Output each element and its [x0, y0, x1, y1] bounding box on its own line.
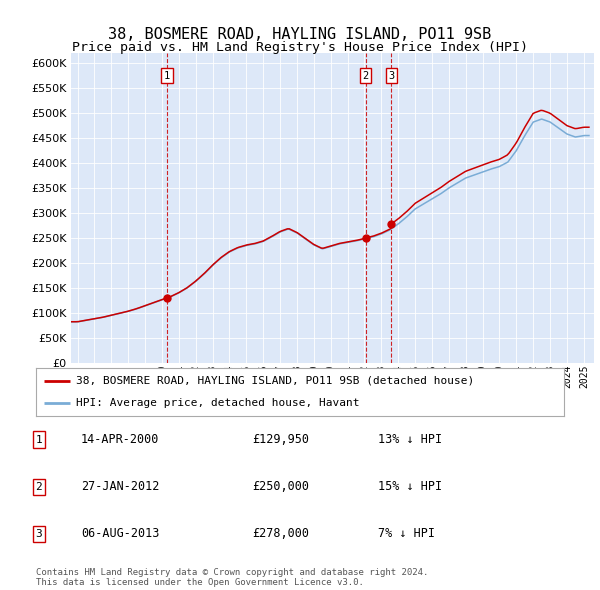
Text: 06-AUG-2013: 06-AUG-2013 [81, 527, 160, 540]
Text: 7% ↓ HPI: 7% ↓ HPI [378, 527, 435, 540]
Text: 14-APR-2000: 14-APR-2000 [81, 433, 160, 446]
Text: HPI: Average price, detached house, Havant: HPI: Average price, detached house, Hava… [76, 398, 359, 408]
Text: £129,950: £129,950 [252, 433, 309, 446]
Text: £278,000: £278,000 [252, 527, 309, 540]
Text: 38, BOSMERE ROAD, HAYLING ISLAND, PO11 9SB: 38, BOSMERE ROAD, HAYLING ISLAND, PO11 9… [109, 27, 491, 41]
Text: 2: 2 [35, 482, 43, 491]
Text: 2: 2 [362, 71, 369, 81]
Text: 13% ↓ HPI: 13% ↓ HPI [378, 433, 442, 446]
Text: 3: 3 [388, 71, 394, 81]
Text: 38, BOSMERE ROAD, HAYLING ISLAND, PO11 9SB (detached house): 38, BOSMERE ROAD, HAYLING ISLAND, PO11 9… [76, 376, 474, 386]
Text: 15% ↓ HPI: 15% ↓ HPI [378, 480, 442, 493]
Text: Price paid vs. HM Land Registry's House Price Index (HPI): Price paid vs. HM Land Registry's House … [72, 41, 528, 54]
Text: 3: 3 [35, 529, 43, 539]
Text: 27-JAN-2012: 27-JAN-2012 [81, 480, 160, 493]
Text: 1: 1 [164, 71, 170, 81]
Text: 1: 1 [35, 435, 43, 444]
Text: £250,000: £250,000 [252, 480, 309, 493]
Text: Contains HM Land Registry data © Crown copyright and database right 2024.
This d: Contains HM Land Registry data © Crown c… [36, 568, 428, 587]
